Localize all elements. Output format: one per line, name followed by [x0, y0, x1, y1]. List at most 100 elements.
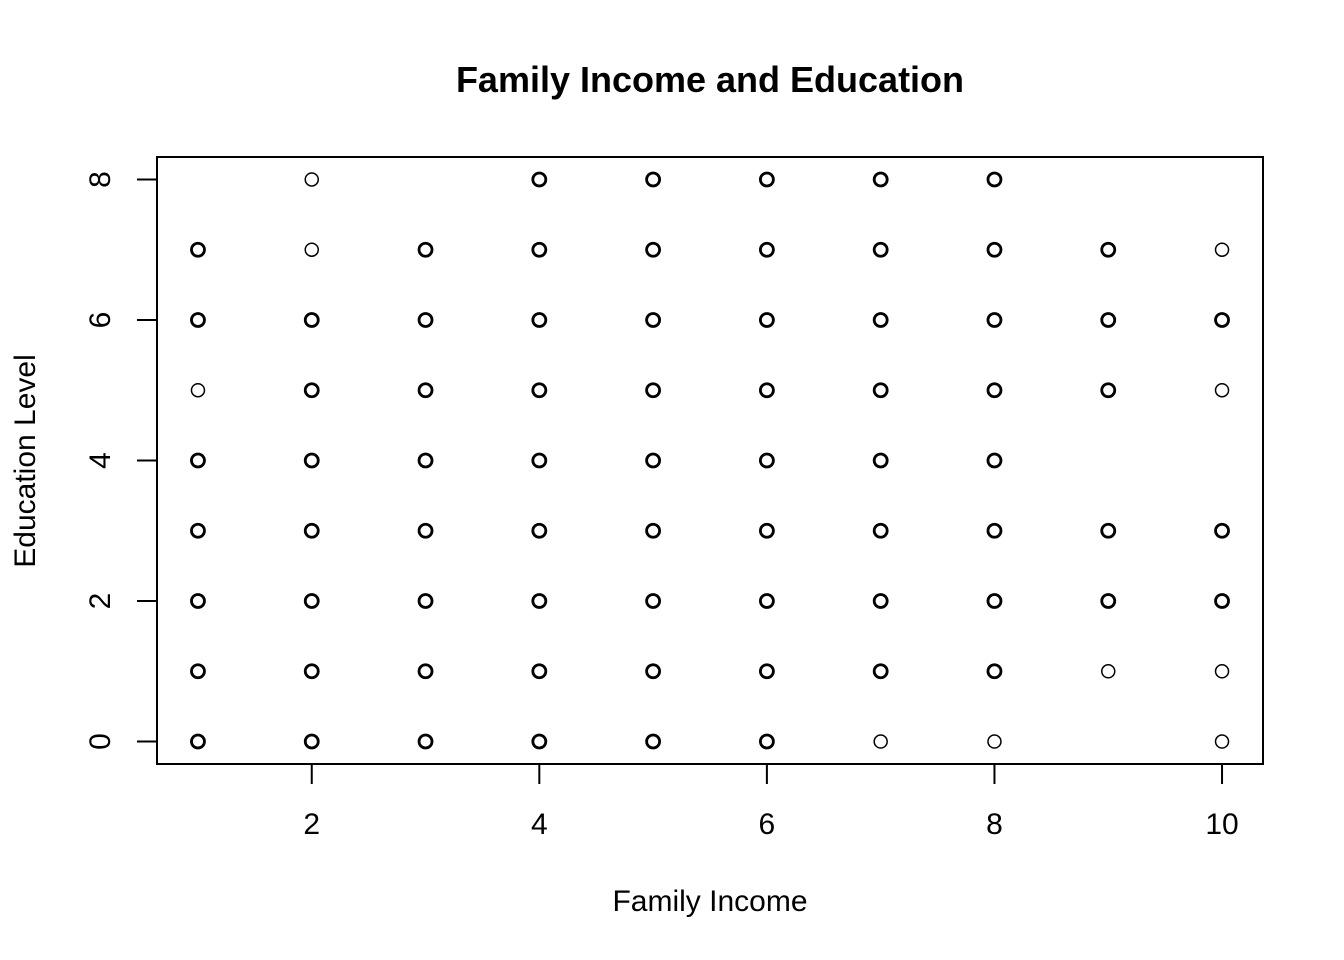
y-axis-label: Education Level — [9, 354, 42, 568]
data-point — [645, 382, 662, 399]
data-point — [531, 171, 548, 188]
data-point — [531, 312, 548, 328]
data-point — [645, 171, 662, 188]
data-point — [304, 242, 319, 257]
data-point — [303, 522, 320, 539]
data-point — [1100, 312, 1117, 328]
x-tick-label: 10 — [1205, 808, 1238, 841]
data-point — [1100, 241, 1117, 258]
data-point — [645, 452, 662, 469]
data-point — [986, 522, 1003, 539]
data-point — [190, 733, 206, 750]
data-point — [531, 522, 548, 539]
data-point — [758, 593, 775, 609]
data-point — [986, 382, 1003, 399]
x-axis: 2 4 6 8 10 — [303, 763, 1239, 841]
data-point — [531, 241, 548, 258]
data-point — [531, 382, 548, 399]
data-point — [303, 663, 320, 680]
data-point — [303, 733, 320, 750]
data-point — [190, 382, 206, 398]
data-point — [645, 593, 662, 609]
data-point — [1100, 522, 1117, 539]
data-point — [531, 663, 548, 680]
data-point — [645, 733, 662, 750]
data-point — [190, 241, 206, 258]
chart-title: Family Income and Education — [456, 59, 964, 100]
data-point — [190, 522, 206, 539]
plot-frame — [156, 156, 1264, 765]
data-point — [986, 663, 1003, 680]
data-point — [872, 382, 889, 399]
data-point — [758, 312, 775, 328]
x-tick-label: 4 — [531, 808, 548, 841]
y-tick-label: 6 — [84, 312, 117, 329]
y-tick-label: 2 — [84, 593, 117, 610]
data-point — [758, 382, 775, 399]
data-point — [303, 382, 320, 399]
data-point — [872, 452, 889, 469]
data-point — [417, 522, 434, 539]
data-point — [986, 171, 1003, 188]
data-point — [645, 241, 662, 258]
data-point — [417, 663, 434, 680]
data-point — [1100, 593, 1117, 609]
data-point — [758, 733, 775, 750]
data-point — [303, 593, 320, 609]
data-point — [1214, 522, 1230, 539]
data-point — [872, 522, 889, 539]
data-point — [417, 733, 434, 750]
y-axis: 0 2 4 6 8 — [84, 171, 158, 750]
data-point — [872, 663, 889, 680]
y-tick-label: 8 — [84, 171, 117, 188]
data-points — [190, 171, 1230, 750]
data-point — [1214, 734, 1230, 749]
data-point — [1214, 242, 1230, 257]
data-point — [417, 382, 434, 399]
x-tick-label: 8 — [986, 808, 1003, 841]
data-point — [417, 593, 434, 609]
data-point — [645, 522, 662, 539]
data-point — [190, 663, 206, 680]
data-point — [190, 593, 206, 609]
data-point — [1214, 312, 1230, 328]
data-point — [303, 312, 320, 328]
x-tick-label: 6 — [759, 808, 776, 841]
data-point — [758, 522, 775, 539]
data-point — [303, 452, 320, 469]
data-point — [190, 452, 206, 469]
data-point — [1100, 382, 1117, 399]
data-point — [417, 452, 434, 469]
data-point — [531, 593, 548, 609]
data-point — [873, 734, 888, 749]
y-tick-label: 4 — [84, 452, 117, 469]
data-point — [872, 171, 889, 188]
data-point — [758, 171, 775, 188]
data-point — [872, 241, 889, 258]
x-axis-label: Family Income — [612, 885, 807, 918]
data-point — [1214, 664, 1230, 679]
data-point — [758, 452, 775, 469]
data-point — [758, 241, 775, 258]
data-point — [645, 663, 662, 680]
data-point — [304, 172, 319, 187]
data-point — [987, 734, 1002, 749]
data-point — [872, 312, 889, 328]
data-point — [872, 593, 889, 609]
y-tick-label: 0 — [84, 733, 117, 750]
data-point — [1214, 382, 1230, 398]
data-point — [986, 593, 1003, 609]
data-point — [417, 241, 434, 258]
data-point — [986, 312, 1003, 328]
data-point — [986, 452, 1003, 469]
data-point — [645, 312, 662, 328]
data-point — [531, 452, 548, 469]
data-point — [758, 663, 775, 680]
x-tick-label: 2 — [303, 808, 320, 841]
data-point — [190, 312, 206, 328]
data-point — [1101, 664, 1116, 679]
data-point — [417, 312, 434, 328]
data-point — [986, 241, 1003, 258]
data-point — [1214, 593, 1230, 609]
